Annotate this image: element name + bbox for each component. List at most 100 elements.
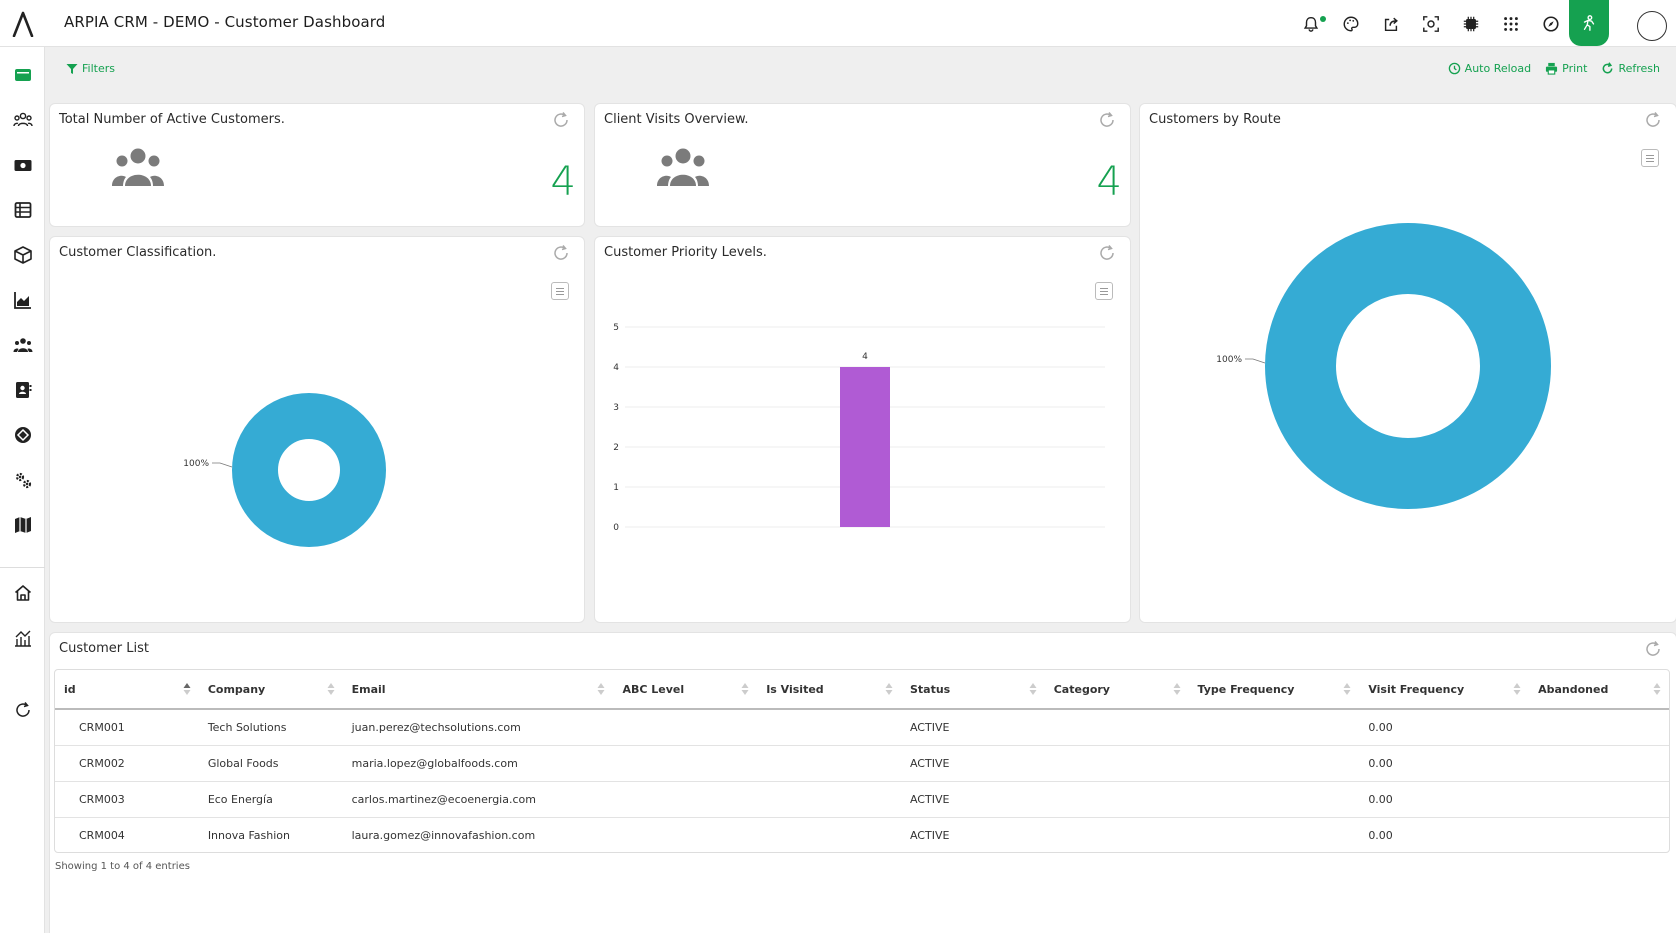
screenshot-icon[interactable] xyxy=(1420,13,1442,35)
print-button[interactable]: Print xyxy=(1545,62,1587,75)
team-icon[interactable] xyxy=(12,334,34,356)
sort-icon[interactable] xyxy=(183,682,191,696)
gears-icon[interactable] xyxy=(12,469,34,491)
column-header[interactable]: Type Frequency xyxy=(1188,670,1360,710)
avatar[interactable] xyxy=(1637,11,1667,41)
panel-refresh-icon[interactable] xyxy=(1098,111,1116,129)
column-header[interactable]: ABC Level xyxy=(613,670,758,710)
user-run-icon xyxy=(1583,15,1595,31)
compass-icon[interactable] xyxy=(1540,13,1562,35)
column-header[interactable]: Status xyxy=(900,670,1045,710)
apps-grid-icon[interactable] xyxy=(1500,13,1522,35)
column-header[interactable]: Company xyxy=(198,670,343,710)
dashboard-card-icon[interactable] xyxy=(12,64,34,86)
column-header-label: Is Visited xyxy=(766,682,824,696)
sort-icon[interactable] xyxy=(597,682,605,696)
table-cell: 0.00 xyxy=(1359,817,1530,852)
users-icon xyxy=(112,148,164,186)
column-header[interactable]: Email xyxy=(342,670,614,710)
bar xyxy=(840,367,890,527)
table-cell: ACTIVE xyxy=(900,745,1045,782)
filters-button[interactable]: Filters xyxy=(66,62,115,75)
table-icon[interactable] xyxy=(12,199,34,221)
priority-panel: Customer Priority Levels. 0 1 2 3 4 5 4 xyxy=(594,236,1131,623)
sort-icon[interactable] xyxy=(885,682,893,696)
diamond-badge-icon[interactable] xyxy=(12,424,34,446)
table-cell xyxy=(613,745,758,782)
table-row[interactable]: CRM002 Global Foods maria.lopez@globalfood… xyxy=(55,745,1669,782)
panel-refresh-icon[interactable] xyxy=(1098,244,1116,262)
analytics-icon[interactable] xyxy=(12,627,34,649)
table-cell xyxy=(1188,781,1360,818)
panel-refresh-icon[interactable] xyxy=(552,111,570,129)
table-cell xyxy=(757,781,901,818)
share-icon[interactable] xyxy=(1380,13,1402,35)
panel-refresh-icon[interactable] xyxy=(552,244,570,262)
table-cell xyxy=(757,745,901,782)
panel-title: Client Visits Overview. xyxy=(604,112,749,127)
sort-icon[interactable] xyxy=(1173,682,1181,696)
y-tick-label: 4 xyxy=(613,363,619,373)
table-row[interactable]: CRM004 Innova Fashion laura.gomez@innovafa… xyxy=(55,817,1669,852)
users-outline-icon[interactable] xyxy=(12,109,34,131)
sidebar xyxy=(0,47,45,933)
panel-refresh-icon[interactable] xyxy=(1644,111,1662,129)
slice-leader-line xyxy=(212,462,233,468)
sidebar-divider xyxy=(0,567,45,568)
column-header-label: Type Frequency xyxy=(1197,682,1295,696)
customers-by-route-panel: Customers by Route 100% xyxy=(1139,103,1676,623)
auto-reload-button[interactable]: Auto Reload xyxy=(1448,62,1531,75)
map-icon[interactable] xyxy=(12,514,34,536)
chart-menu-icon[interactable] xyxy=(1095,282,1113,300)
refresh-button[interactable]: Refresh xyxy=(1601,62,1660,75)
table-cell xyxy=(757,817,901,852)
column-header[interactable]: Visit Frequency xyxy=(1359,670,1530,710)
reload-icon[interactable] xyxy=(12,699,34,721)
arpia-logo-icon[interactable] xyxy=(11,11,35,37)
table-cell xyxy=(613,781,758,818)
table-cell xyxy=(613,709,758,746)
active-customers-value: 4 xyxy=(550,159,576,205)
column-header[interactable]: id xyxy=(55,670,199,710)
table-row[interactable]: CRM003 Eco Energía carlos.martinez@ecoener… xyxy=(55,781,1669,818)
table-cell: juan.perez@techsolutions.com xyxy=(342,709,614,746)
table-row[interactable]: CRM001 Tech Solutions juan.perez@techsolut… xyxy=(55,709,1669,746)
column-header-label: ABC Level xyxy=(622,682,685,696)
users-icon xyxy=(657,148,709,186)
classification-panel: Customer Classification. 100% xyxy=(49,236,585,623)
sort-icon[interactable] xyxy=(1513,682,1521,696)
filter-icon xyxy=(66,63,78,74)
table-cell xyxy=(1044,745,1189,782)
home-icon[interactable] xyxy=(12,582,34,604)
box-icon[interactable] xyxy=(12,244,34,266)
table-cell: ACTIVE xyxy=(900,781,1045,818)
column-header[interactable]: Is Visited xyxy=(757,670,901,710)
sort-icon[interactable] xyxy=(327,682,335,696)
chart-menu-icon[interactable] xyxy=(551,282,569,300)
money-icon[interactable] xyxy=(12,154,34,176)
table-cell: Innova Fashion xyxy=(198,817,343,852)
slice-label: 100% xyxy=(1216,355,1242,365)
user-activity-button[interactable] xyxy=(1569,0,1609,46)
contact-book-icon[interactable] xyxy=(12,379,34,401)
chip-icon[interactable] xyxy=(1460,13,1482,35)
column-header[interactable]: Category xyxy=(1044,670,1189,710)
table-cell: CRM003 xyxy=(55,781,199,818)
classification-donut-chart: 100% xyxy=(183,393,386,547)
sort-icon[interactable] xyxy=(1343,682,1351,696)
printer-icon xyxy=(1546,62,1558,75)
sort-icon[interactable] xyxy=(1029,682,1037,696)
client-visits-value: 4 xyxy=(1096,159,1122,205)
palette-icon[interactable] xyxy=(1340,13,1362,35)
panel-refresh-icon[interactable] xyxy=(1644,640,1662,658)
slice-label: 100% xyxy=(183,459,209,469)
chart-menu-icon[interactable] xyxy=(1641,149,1659,167)
column-header[interactable]: Abandoned xyxy=(1529,670,1669,710)
area-chart-icon[interactable] xyxy=(12,289,34,311)
bell-icon[interactable] xyxy=(1300,13,1322,35)
sort-icon[interactable] xyxy=(741,682,749,696)
sort-icon[interactable] xyxy=(1653,682,1661,696)
active-customers-panel: Total Number of Active Customers. 4 xyxy=(49,103,585,227)
table-cell xyxy=(757,709,901,746)
table-cell xyxy=(1044,709,1189,746)
